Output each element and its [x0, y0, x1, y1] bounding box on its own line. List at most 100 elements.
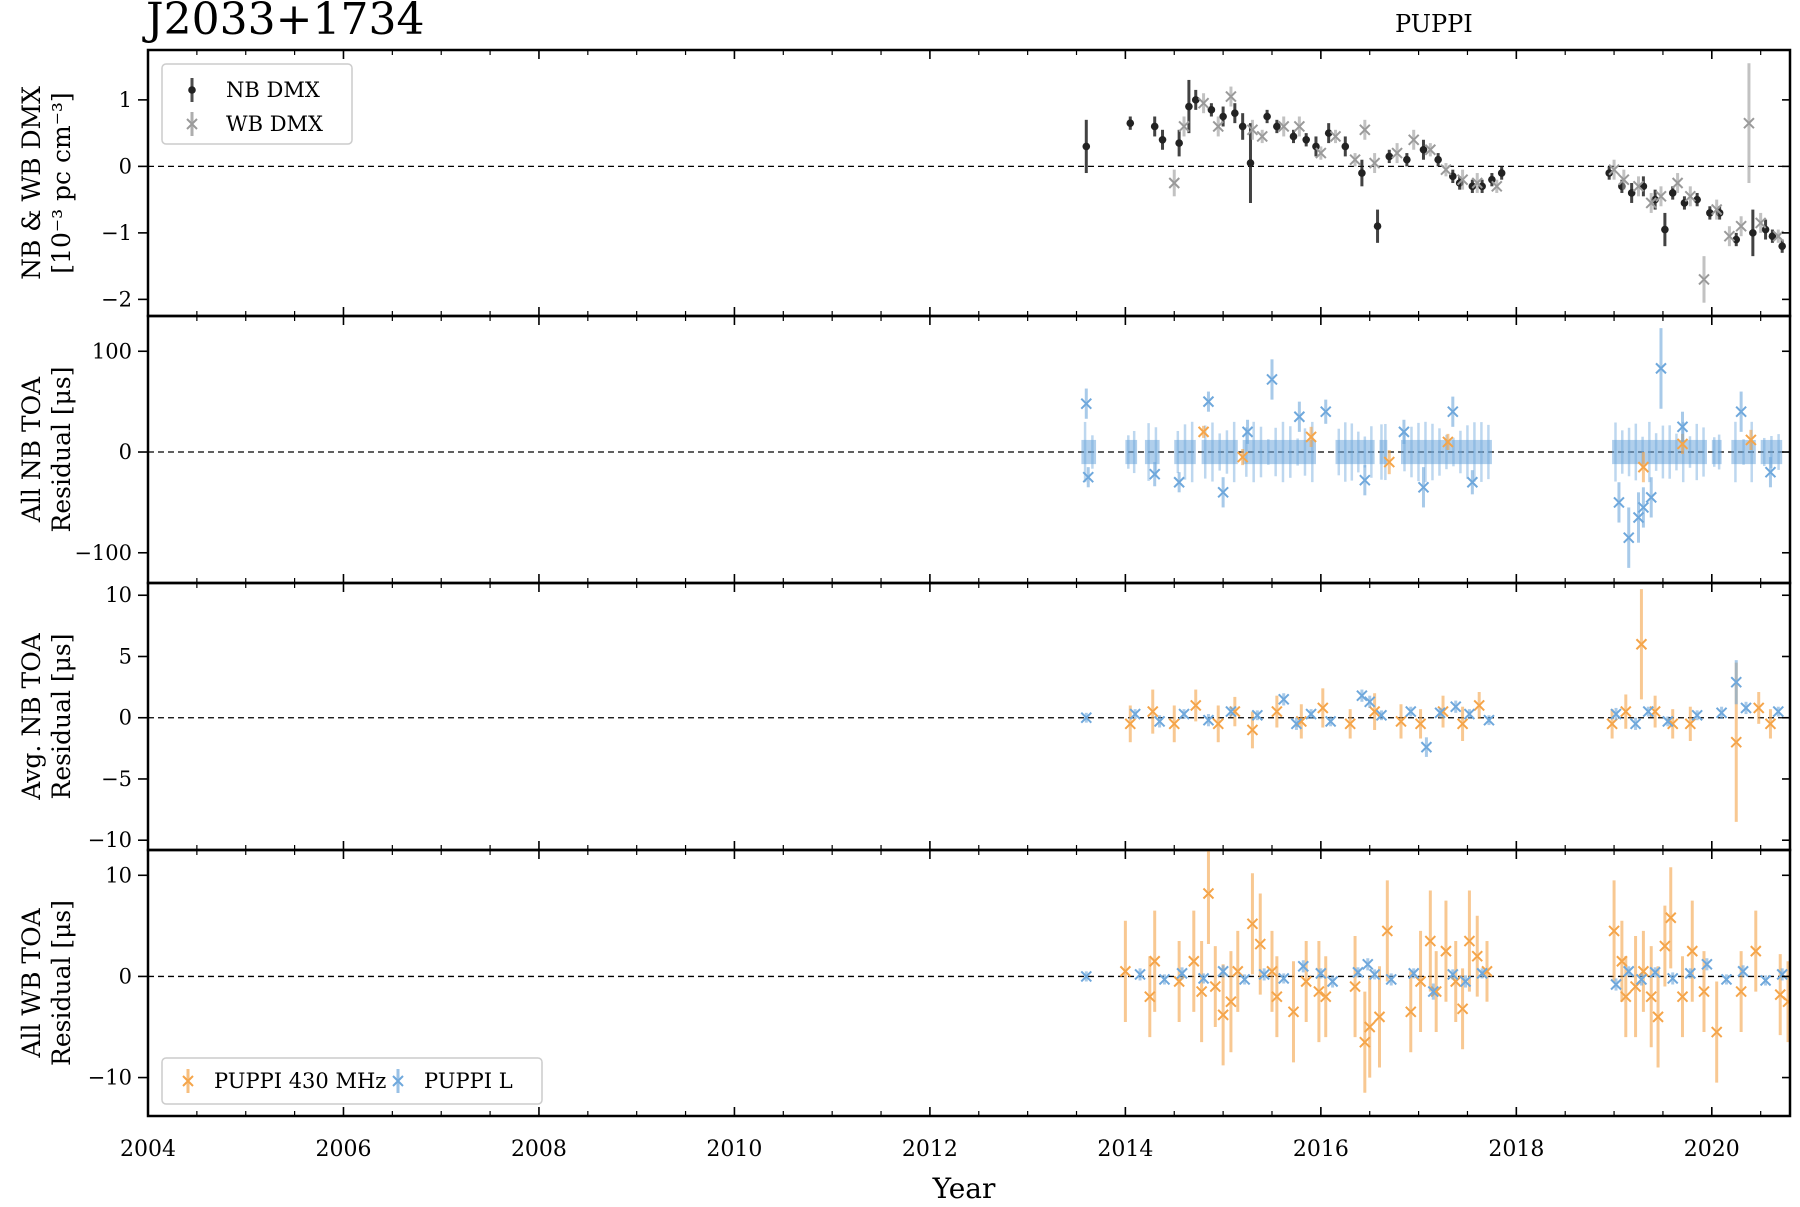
- data-point: [1173, 476, 1185, 488]
- data-point: [1368, 157, 1381, 169]
- data-point: [1246, 918, 1259, 930]
- data-point: [1300, 975, 1312, 988]
- series-puppi-l: [1080, 660, 1784, 757]
- data-point: [1158, 135, 1167, 144]
- data-point: [1080, 970, 1092, 983]
- toa-band: [1242, 439, 1316, 465]
- data-point: [1732, 235, 1741, 244]
- y-tick-label: 10: [105, 583, 132, 607]
- data-point: [1642, 705, 1654, 718]
- data-point: [1266, 965, 1278, 978]
- data-point: [1368, 705, 1381, 718]
- data-point: [1231, 109, 1239, 117]
- data-point: [1405, 705, 1417, 718]
- data-point: [1665, 912, 1677, 924]
- x-axis-label: Year: [932, 1172, 996, 1205]
- data-point: [1144, 990, 1156, 1003]
- data-point: [1256, 130, 1268, 143]
- x-tick-label: 2014: [1097, 1137, 1153, 1162]
- y-tick-label: 0: [119, 440, 132, 464]
- data-point: [1610, 978, 1622, 991]
- data-point: [1158, 973, 1171, 986]
- data-point: [1273, 122, 1281, 131]
- data-point: [1278, 120, 1290, 133]
- data-point: [1491, 180, 1503, 193]
- data-point: [1645, 197, 1657, 209]
- data-point: [1225, 996, 1237, 1008]
- data-point: [1287, 1006, 1300, 1018]
- data-point: [1776, 968, 1788, 981]
- data-point: [1750, 945, 1762, 957]
- data-point: [1710, 203, 1723, 216]
- data-point: [1293, 120, 1306, 133]
- legend-marker: [392, 1075, 404, 1087]
- y-tick-label: 10: [105, 863, 132, 887]
- data-point: [1434, 707, 1446, 719]
- data-point: [1632, 180, 1645, 193]
- data-point: [1119, 965, 1132, 978]
- data-point: [1447, 406, 1459, 418]
- data-point: [1698, 273, 1710, 286]
- y-tick-label: 5: [119, 644, 132, 668]
- data-point: [1176, 967, 1188, 980]
- data-point: [1606, 718, 1618, 730]
- toa-band: [1711, 439, 1722, 465]
- panel-2-plot: [1080, 328, 1783, 568]
- data-point: [1212, 718, 1224, 730]
- data-point: [1635, 973, 1648, 986]
- data-point: [1324, 129, 1333, 137]
- data-point: [1209, 980, 1222, 993]
- data-point: [1320, 406, 1332, 418]
- data-point: [1723, 230, 1736, 242]
- data-point: [1778, 242, 1786, 250]
- data-point: [1225, 90, 1237, 103]
- legend-marker: [188, 86, 196, 94]
- data-point: [1217, 486, 1229, 499]
- data-point: [1395, 715, 1407, 728]
- data-point: [1497, 169, 1506, 177]
- data-point: [1191, 96, 1200, 104]
- data-point: [1620, 990, 1632, 1003]
- data-point: [1246, 124, 1259, 136]
- data-point: [1297, 960, 1309, 973]
- data-point: [1471, 177, 1483, 189]
- data-point: [1754, 217, 1767, 229]
- data-point: [1730, 676, 1742, 688]
- series-puppi-430-mhz: [1197, 425, 1757, 483]
- data-point: [1740, 702, 1752, 714]
- data-point: [1251, 709, 1264, 721]
- data-point: [1473, 699, 1485, 712]
- x-tick-label: 2008: [511, 1137, 567, 1162]
- y-tick-label: −10: [88, 828, 132, 852]
- data-point: [1349, 154, 1361, 166]
- data-point: [1305, 431, 1317, 443]
- data-point: [1305, 708, 1317, 720]
- data-point: [1463, 935, 1476, 947]
- y-tick-label: 0: [119, 964, 132, 988]
- data-point: [1373, 1011, 1386, 1023]
- data-point: [1359, 124, 1371, 136]
- toa-band: [1125, 439, 1138, 465]
- y-tick-label: 1: [119, 88, 132, 112]
- data-point: [1684, 718, 1697, 730]
- series-puppi-430-mhz: [1119, 850, 1790, 1093]
- data-point: [1359, 474, 1371, 486]
- data-point: [1313, 985, 1325, 998]
- data-point: [1772, 705, 1784, 718]
- data-point: [1735, 406, 1747, 418]
- data-point: [1749, 229, 1757, 237]
- data-point: [1623, 531, 1635, 544]
- data-point: [1456, 1003, 1469, 1015]
- x-tick-label: 2020: [1684, 1137, 1740, 1162]
- data-point: [1764, 718, 1777, 730]
- data-point: [1623, 965, 1635, 978]
- data-point: [1197, 97, 1210, 109]
- data-point: [1080, 712, 1092, 724]
- data-point: [1730, 736, 1742, 748]
- toa-band: [1379, 439, 1388, 465]
- data-point: [1246, 724, 1259, 736]
- legend-box: [161, 1057, 543, 1105]
- data-point: [1246, 159, 1255, 167]
- data-point: [1364, 696, 1376, 708]
